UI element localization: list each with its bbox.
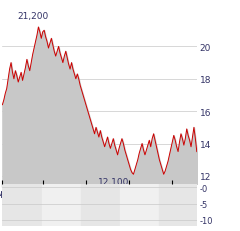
Text: 12,100: 12,100 — [98, 177, 129, 186]
Bar — [2, 184, 42, 226]
Text: 21,200: 21,200 — [17, 12, 48, 21]
Bar — [159, 184, 198, 226]
Bar — [81, 184, 120, 226]
Bar — [42, 184, 81, 226]
Bar — [120, 184, 159, 226]
